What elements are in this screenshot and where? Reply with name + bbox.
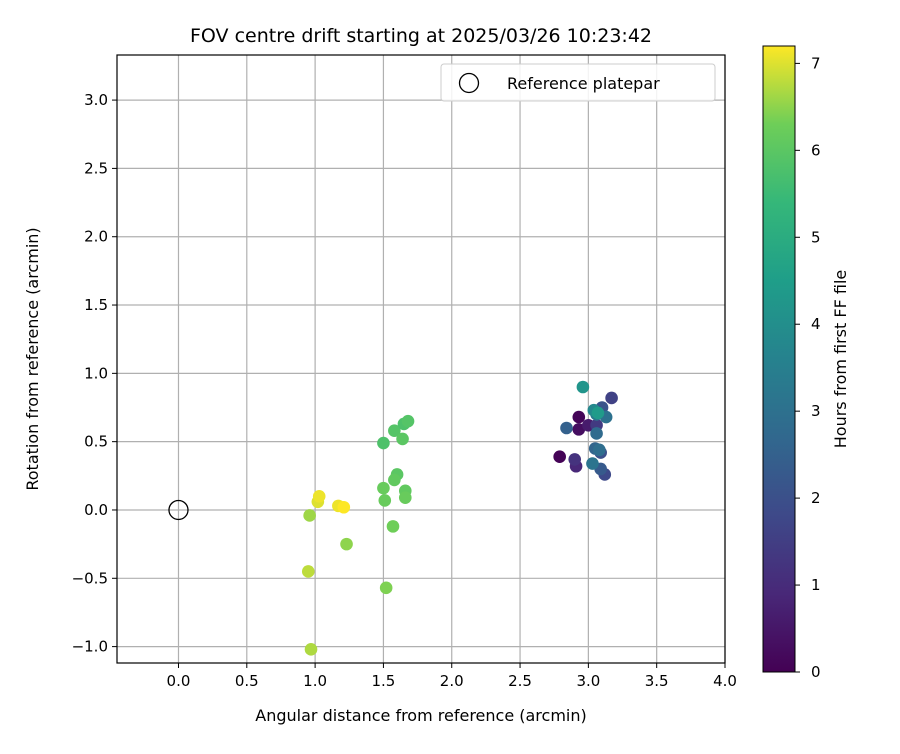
data-point — [377, 481, 390, 495]
colorbar-tick-label: 5 — [811, 228, 821, 246]
data-point — [590, 427, 603, 440]
colorbar-tick-label: 2 — [811, 489, 821, 507]
x-tick-label: 0.0 — [167, 672, 191, 690]
data-points — [301, 380, 618, 656]
colorbar-tick-label: 0 — [811, 663, 821, 681]
data-point — [388, 473, 401, 487]
legend-entry-reference: Reference platepar — [507, 74, 660, 93]
data-point — [386, 520, 400, 533]
x-tick-label: 2.0 — [440, 672, 464, 690]
data-point — [396, 432, 409, 446]
data-point — [398, 491, 412, 504]
x-tick-label: 2.5 — [508, 672, 532, 690]
data-point — [312, 490, 326, 503]
colorbar-tick-label: 1 — [811, 576, 821, 594]
x-ticks: 0.0 0.5 1.0 1.5 2.0 2.5 3.0 3.5 4.0 — [167, 663, 737, 690]
y-tick-label: 2.5 — [84, 159, 108, 177]
data-point — [303, 509, 316, 522]
colorbar-title: Hours from first FF file — [831, 270, 850, 449]
reference-marker-layer — [168, 499, 189, 521]
y-tick-label: 1.5 — [84, 296, 108, 314]
colorbar-tick-label: 7 — [811, 54, 821, 72]
data-point — [586, 457, 599, 470]
x-tick-label: 0.5 — [235, 672, 259, 690]
data-point — [401, 414, 415, 428]
legend-box — [440, 63, 716, 102]
reference-point-marker — [168, 499, 189, 521]
legend-open-circle-icon — [458, 72, 480, 94]
grid-lines — [117, 55, 726, 663]
colorbar-gradient — [762, 45, 796, 673]
y-tick-label: 1.0 — [84, 364, 108, 382]
y-tick-label: 3.0 — [84, 91, 108, 109]
y-ticks: −1.0 −0.5 0.0 0.5 1.0 1.5 2.0 2.5 3.0 — [72, 91, 117, 656]
data-point — [576, 380, 590, 394]
data-point — [593, 443, 606, 457]
x-tick-label: 3.5 — [645, 672, 669, 690]
data-point — [605, 391, 618, 405]
data-point — [572, 410, 586, 424]
data-point — [388, 424, 401, 438]
colorbar-tick-label: 4 — [811, 315, 821, 333]
x-tick-label: 4.0 — [713, 672, 737, 690]
colorbar: 0 1 2 3 4 5 6 7 Hours from first FF file — [762, 45, 850, 681]
data-point — [304, 643, 318, 656]
data-point — [377, 436, 390, 450]
y-tick-label: −0.5 — [72, 569, 108, 587]
x-axis-title: Angular distance from reference (arcmin) — [255, 706, 586, 725]
data-point — [337, 500, 351, 514]
plot-frame — [116, 54, 726, 664]
data-point — [340, 537, 353, 551]
data-point — [568, 453, 582, 466]
data-point — [378, 494, 392, 507]
y-tick-label: −1.0 — [72, 638, 108, 656]
data-point — [553, 450, 566, 463]
x-tick-label: 1.0 — [303, 672, 327, 690]
colorbar-ticks: 0 1 2 3 4 5 6 7 — [795, 54, 821, 681]
data-point — [591, 406, 605, 420]
legend: Reference platepar — [440, 63, 716, 102]
data-point — [379, 581, 393, 595]
y-tick-label: 2.0 — [84, 228, 108, 246]
colorbar-tick-label: 3 — [811, 402, 821, 420]
x-tick-label: 3.0 — [576, 672, 600, 690]
colorbar-tick-label: 6 — [811, 141, 821, 159]
y-tick-label: 0.0 — [84, 501, 108, 519]
data-point — [560, 421, 573, 435]
chart-title: FOV centre drift starting at 2025/03/26 … — [190, 25, 652, 47]
y-tick-label: 0.5 — [84, 433, 108, 451]
data-point — [572, 423, 586, 436]
data-point — [301, 565, 315, 578]
y-axis-title: Rotation from reference (arcmin) — [23, 227, 42, 490]
x-tick-label: 1.5 — [371, 672, 395, 690]
